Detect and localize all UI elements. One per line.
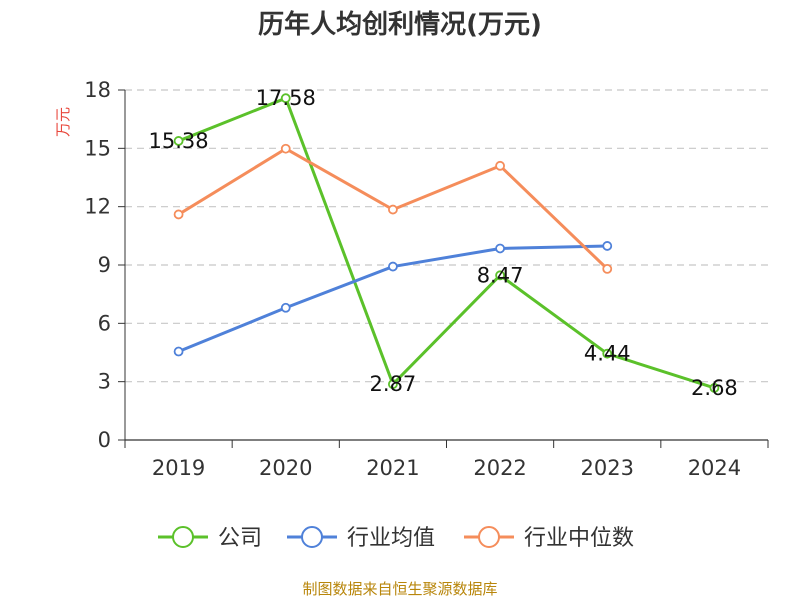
legend-label: 行业均值 (347, 526, 435, 551)
data-point (709, 382, 720, 393)
data-point (495, 160, 505, 171)
data-point (173, 136, 184, 146)
y-axis-unit-label: 万元 (54, 107, 72, 137)
data-point (388, 204, 398, 215)
data-point (280, 302, 291, 313)
x-tick-label: 2023 (581, 456, 634, 480)
y-tick-label: 18 (84, 78, 111, 102)
data-point (388, 379, 398, 390)
legend-marker (172, 526, 194, 548)
x-tick-label: 2020 (259, 456, 312, 480)
data-point (495, 270, 505, 281)
data-point (495, 243, 505, 254)
data-label: 2.87 (370, 372, 417, 396)
data-label: 17.58 (256, 86, 316, 110)
data-point (173, 346, 184, 357)
data-point (280, 93, 291, 104)
y-tick-label: 12 (84, 195, 111, 219)
data-point (602, 241, 613, 251)
y-tick-label: 0 (98, 428, 111, 452)
data-label: 8.47 (477, 263, 524, 287)
x-tick-label: 2021 (366, 456, 419, 480)
data-point (602, 348, 613, 359)
x-tick-label: 2019 (152, 456, 205, 480)
data-point (602, 263, 613, 274)
y-tick-label: 15 (84, 136, 111, 160)
y-tick-label: 9 (98, 253, 111, 277)
data-label: 15.38 (149, 129, 209, 153)
source-note: 制图数据来自恒生聚源数据库 (302, 580, 497, 598)
axes: 0 3 6 9 12 15 18 2019 2020 2021 2022 2023 2024 (84, 78, 769, 480)
data-labels: 15.38 17.58 2.87 8.47 4.44 2.68 (149, 86, 738, 400)
data-label: 4.44 (584, 342, 631, 366)
legend-item-0: 公司 (158, 526, 262, 551)
series-line-0 (177, 96, 716, 390)
legend-marker (478, 526, 500, 548)
data-point (388, 261, 398, 272)
data-label: 2.68 (691, 376, 738, 400)
y-tick-label: 6 (98, 311, 111, 335)
data-point (280, 143, 291, 154)
series-layer (173, 93, 720, 393)
legend-item-1: 行业均值 (287, 526, 435, 551)
legend-label: 行业中位数 (524, 526, 634, 551)
legend-item-2: 行业中位数 (464, 526, 634, 551)
x-tick-label: 2022 (473, 456, 526, 480)
data-point (173, 209, 184, 220)
y-tick-label: 3 (98, 370, 111, 394)
legend-label: 公司 (218, 526, 262, 551)
chart-title: 历年人均创利情况(万元) (258, 9, 542, 40)
gridlines (125, 89, 768, 383)
x-tick-label: 2024 (688, 456, 741, 480)
legend-marker (301, 526, 323, 548)
legend: 公司 行业均值 行业中位数 (158, 526, 634, 551)
